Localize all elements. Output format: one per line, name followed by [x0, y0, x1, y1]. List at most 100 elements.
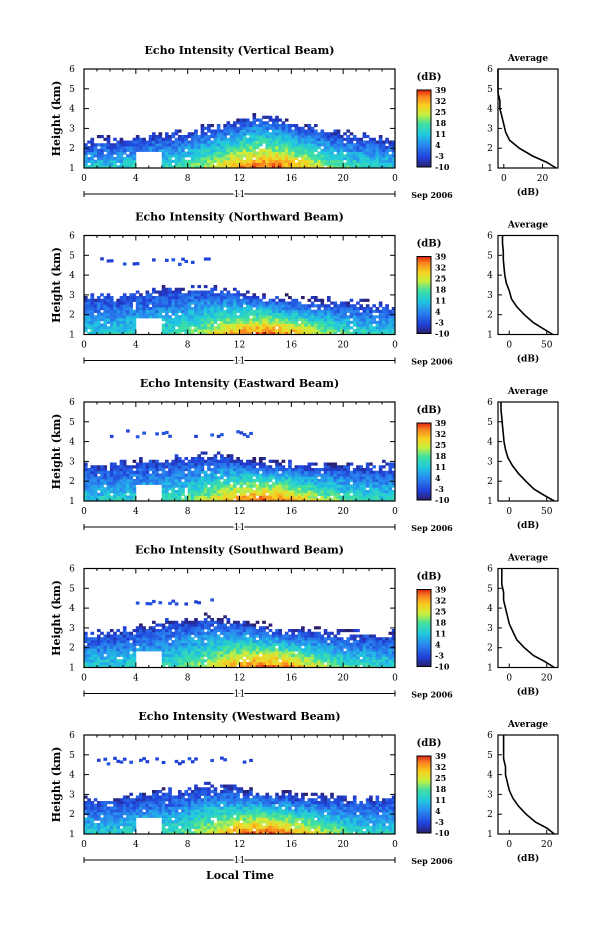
- heatmap-cell: [152, 640, 156, 644]
- heatmap-cell: [90, 662, 95, 666]
- heatmap-cell: [161, 318, 166, 322]
- heatmap-cell: [262, 312, 266, 316]
- heatmap-cell: [304, 312, 308, 316]
- heatmap-cell: [236, 476, 240, 480]
- heatmap-cell: [135, 435, 140, 439]
- heatmap-cell: [275, 315, 279, 319]
- heatmap-cell: [213, 637, 218, 641]
- heatmap-cell: [245, 315, 250, 319]
- heatmap-cell: [200, 154, 205, 158]
- heatmap-cell: [155, 476, 159, 480]
- heatmap-cell: [96, 312, 101, 316]
- heatmap-cell: [96, 492, 101, 496]
- heatmap-cell: [330, 146, 334, 150]
- heatmap-cell: [194, 137, 198, 141]
- heatmap-cell: [203, 637, 208, 641]
- heatmap-cell: [103, 642, 108, 646]
- heatmap-cell: [352, 492, 357, 496]
- heatmap-cell: [362, 298, 367, 302]
- heatmap-cell: [122, 645, 127, 649]
- heatmap-cell: [126, 634, 130, 638]
- heatmap-cell: [382, 323, 386, 327]
- heatmap-cell: [220, 304, 224, 308]
- heatmap-cell: [249, 162, 253, 166]
- heatmap-cell: [310, 492, 315, 496]
- heatmap-cell: [226, 626, 231, 630]
- heatmap-cell: [382, 495, 386, 499]
- heatmap-cell: [278, 656, 283, 660]
- heatmap-cell: [171, 498, 176, 502]
- heatmap-cell: [252, 312, 257, 316]
- heatmap-cell: [164, 323, 169, 327]
- heatmap-cell: [375, 151, 380, 155]
- heatmap-cell: [288, 309, 292, 313]
- heatmap-cell: [184, 620, 189, 624]
- heatmap-cell: [168, 157, 172, 161]
- heatmap-cell: [213, 329, 218, 333]
- heatmap-cell: [174, 645, 179, 649]
- heatmap-cell: [103, 481, 108, 485]
- heatmap-cell: [323, 462, 328, 466]
- profile-y-tick-label: 6: [487, 398, 493, 408]
- heatmap-cell: [233, 143, 237, 147]
- heatmap-cell: [255, 476, 260, 480]
- heatmap-cell: [152, 631, 156, 635]
- heatmap-cell: [297, 143, 302, 147]
- heatmap-cell: [213, 129, 218, 133]
- heatmap-cell: [84, 146, 88, 150]
- heatmap-cell: [220, 293, 224, 297]
- heatmap-cell: [161, 648, 166, 652]
- heatmap-cell: [93, 151, 98, 155]
- heatmap-cell: [382, 312, 386, 316]
- heatmap-cell: [352, 157, 357, 161]
- heatmap-cell: [135, 148, 140, 152]
- heatmap-cell: [200, 484, 205, 488]
- heatmap-cell: [330, 498, 334, 502]
- heatmap-cell: [155, 432, 159, 436]
- heatmap-cell: [100, 293, 104, 297]
- heatmap-cell: [310, 498, 315, 502]
- heatmap-cell: [190, 143, 195, 147]
- heatmap-cell: [213, 653, 218, 657]
- colorbar-tick-label: 32: [435, 263, 446, 273]
- heatmap-cell: [323, 331, 328, 335]
- heatmap-cell: [103, 326, 108, 330]
- heatmap-cell: [323, 470, 328, 474]
- heatmap-cell: [158, 315, 163, 319]
- heatmap-cell: [233, 626, 237, 630]
- heatmap-cell: [294, 476, 299, 480]
- y-tick-label: 5: [69, 251, 75, 261]
- heatmap-cell: [139, 626, 143, 630]
- heatmap-cell: [210, 143, 214, 147]
- heatmap-cell: [288, 301, 292, 305]
- heatmap-cell: [343, 146, 347, 150]
- heatmap-cell: [330, 462, 334, 466]
- heatmap-cell: [301, 157, 305, 161]
- heatmap-cell: [339, 140, 344, 144]
- heatmap-cell: [239, 462, 244, 466]
- heatmap-cell: [229, 293, 234, 297]
- heatmap-cell: [122, 329, 127, 333]
- heatmap-cell: [291, 662, 295, 666]
- heatmap-cell: [122, 492, 127, 496]
- heatmap-cell: [281, 140, 286, 144]
- heatmap-cell: [242, 326, 247, 330]
- panel-0: Echo Intensity (Vertical Beam)123456Heig…: [50, 44, 559, 202]
- heatmap-cell: [200, 126, 205, 130]
- heatmap-cell: [103, 146, 108, 150]
- heatmap-cell: [223, 318, 227, 322]
- heatmap-cell: [203, 157, 208, 161]
- heatmap-cell: [109, 298, 114, 302]
- heatmap-cell: [220, 290, 224, 294]
- heatmap-cell: [132, 148, 137, 152]
- heatmap-cell: [106, 662, 111, 666]
- heatmap-cell: [223, 126, 227, 130]
- heatmap-cell: [281, 470, 286, 474]
- heatmap-cell: [103, 490, 108, 494]
- heatmap-cell: [174, 296, 179, 300]
- heatmap-cell: [223, 326, 227, 330]
- heatmap-cell: [210, 648, 214, 652]
- heatmap-cell: [317, 298, 321, 302]
- heatmap-cell: [84, 498, 88, 502]
- heatmap-cell: [369, 479, 373, 483]
